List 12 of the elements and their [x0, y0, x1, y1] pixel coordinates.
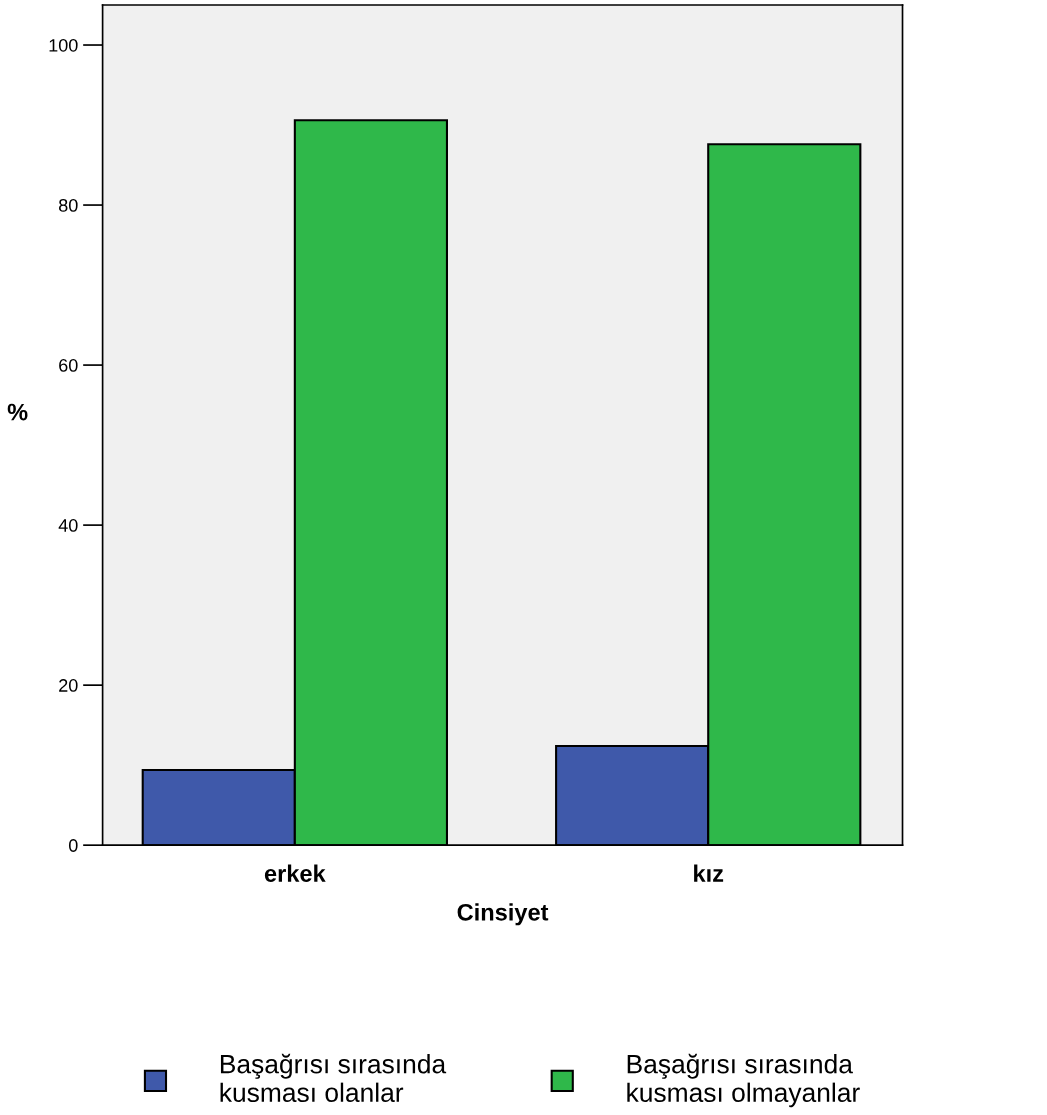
legend-label: Başağrısı sırasında kusması olmayanlar [627, 1053, 860, 1108]
legend-label: Başağrısı sırasında kusması olanlar [220, 1053, 447, 1103]
y-tick-label: 60 [59, 359, 78, 372]
y-tick-label: 80 [59, 198, 78, 212]
x-tick-label: erkek [264, 864, 326, 882]
x-tick-label: kız [694, 864, 724, 882]
x-axis-title: Cinsiyet [457, 903, 549, 926]
y-axis-title: % [7, 403, 28, 421]
y-tick-label: 40 [58, 519, 78, 532]
y-tick-label: 20 [59, 679, 78, 692]
y-tick-label: 100 [49, 38, 78, 52]
y-tick-label: 0 [68, 839, 78, 852]
